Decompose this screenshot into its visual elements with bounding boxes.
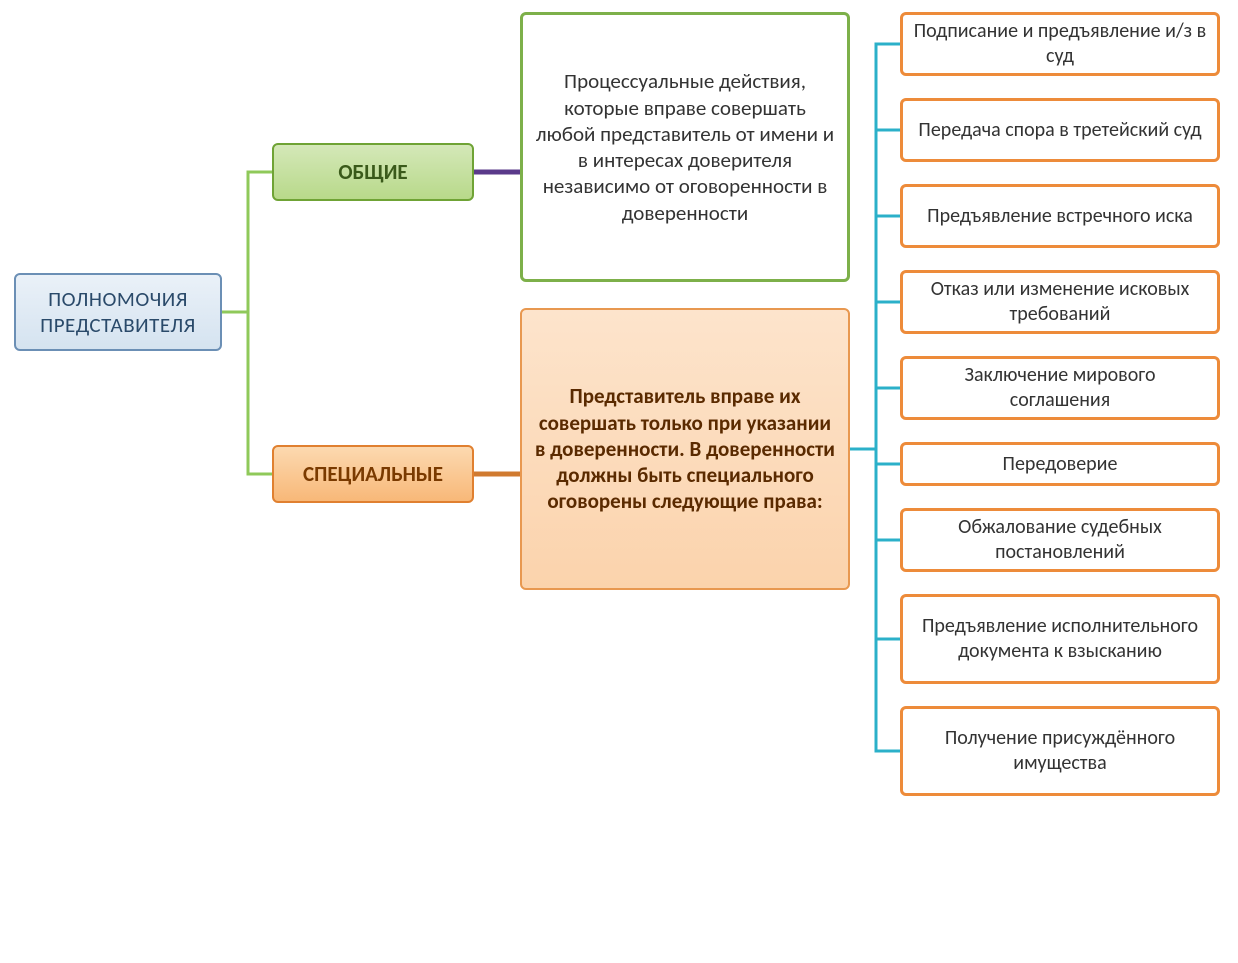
- leaf-label: Предъявление встречного иска: [927, 204, 1193, 229]
- leaf-item: Предъявление встречного иска: [900, 184, 1220, 248]
- leaf-item: Получение присуждённого имущества: [900, 706, 1220, 796]
- leaf-label: Получение присуждённого имущества: [913, 726, 1207, 776]
- leaf-item: Обжалование судебных постановлений: [900, 508, 1220, 572]
- leaf-label: Подписание и предъявление и/з в суд: [913, 19, 1207, 69]
- category-special: СПЕЦИАЛЬНЫЕ: [272, 445, 474, 503]
- leaf-item: Подписание и предъявление и/з в суд: [900, 12, 1220, 76]
- description-general: Процессуальные действия, которые вправе …: [520, 12, 850, 282]
- root-node: ПОЛНОМОЧИЯ ПРЕДСТАВИТЕЛЯ: [14, 273, 222, 351]
- category-special-label: СПЕЦИАЛЬНЫЕ: [303, 461, 443, 487]
- leaf-label: Заключение мирового соглашения: [913, 363, 1207, 413]
- category-general: ОБЩИЕ: [272, 143, 474, 201]
- category-general-label: ОБЩИЕ: [338, 159, 407, 185]
- leaf-label: Предъявление исполнительного документа к…: [913, 614, 1207, 664]
- root-label: ПОЛНОМОЧИЯ ПРЕДСТАВИТЕЛЯ: [26, 286, 210, 339]
- leaf-item: Заключение мирового соглашения: [900, 356, 1220, 420]
- leaf-label: Обжалование судебных постановлений: [913, 515, 1207, 565]
- leaf-label: Отказ или изменение исковых требований: [913, 277, 1207, 327]
- leaf-item: Отказ или изменение исковых требований: [900, 270, 1220, 334]
- description-general-text: Процессуальные действия, которые вправе …: [533, 68, 837, 226]
- leaf-label: Передоверие: [1003, 452, 1118, 477]
- leaf-item: Передоверие: [900, 442, 1220, 486]
- leaf-label: Передача спора в третейский суд: [918, 118, 1201, 143]
- description-special: Представитель вправе их совершать только…: [520, 308, 850, 590]
- leaf-item: Передача спора в третейский суд: [900, 98, 1220, 162]
- description-special-text: Представитель вправе их совершать только…: [532, 383, 838, 514]
- leaf-item: Предъявление исполнительного документа к…: [900, 594, 1220, 684]
